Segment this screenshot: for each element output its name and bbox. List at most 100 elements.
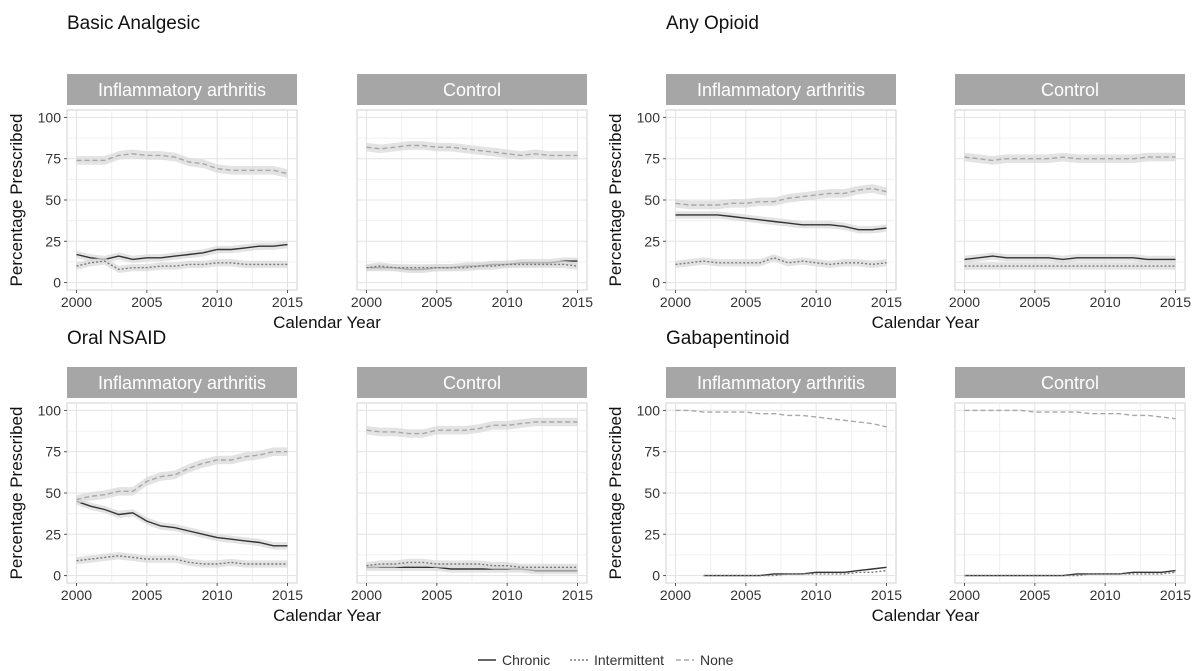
x-tick-label: 2005 [131, 294, 162, 310]
facet-strip [357, 74, 587, 105]
subfigure-oral-nsaid: Oral NSAID Inflammatory arthritis 2000 2005… [7, 328, 593, 625]
x-axis-label: Calendar Year [273, 606, 381, 625]
facet-strip [67, 367, 297, 398]
y-axis-label: Percentage Prescribed [7, 114, 26, 287]
series-line-intermittent [76, 555, 288, 565]
ci-ribbon-none [76, 447, 288, 504]
x-tick-label: 2015 [1160, 587, 1191, 603]
facet-panel: Inflammatory arthritis 2000 2005 2010 2015 0 2… [637, 74, 902, 310]
series-line-none [366, 144, 578, 157]
facet-strip-label: Inflammatory arthritis [98, 80, 266, 100]
y-tick-label: 75 [45, 151, 61, 167]
x-tick-label: 2005 [421, 587, 452, 603]
x-tick-label: 2010 [801, 294, 832, 310]
chart-title: Basic Analgesic [67, 13, 200, 34]
x-tick-label: 2010 [492, 587, 523, 603]
legend-label-none: None [700, 652, 734, 668]
ci-ribbon-none [366, 417, 578, 438]
y-tick-label: 50 [644, 485, 660, 501]
facet-panel: Control 2000 2005 2010 2015 [949, 367, 1191, 603]
x-tick-label: 2000 [61, 587, 92, 603]
chart-title: Oral NSAID [67, 328, 166, 349]
x-tick-label: 2015 [562, 294, 593, 310]
x-tick-label: 2000 [351, 294, 382, 310]
ci-ribbon-none [675, 184, 887, 210]
subfigure-gabapentinoid: Gabapentinoid Inflammatory arthritis 2000 2… [606, 328, 1191, 625]
series-line-intermittent [366, 561, 578, 568]
facet-strip [955, 367, 1185, 398]
series-line-chronic [76, 500, 288, 547]
y-tick-label: 50 [45, 192, 61, 208]
x-axis-label: Calendar Year [872, 313, 980, 332]
x-tick-label: 2005 [1019, 587, 1050, 603]
series-line-chronic [76, 243, 288, 261]
facet-panel: Control 2000 2005 2010 2015 [949, 74, 1191, 310]
facet-strip-label: Inflammatory arthritis [697, 373, 865, 393]
y-tick-label: 100 [637, 109, 661, 125]
facet-strip-label: Control [1041, 373, 1099, 393]
y-tick-label: 25 [644, 233, 660, 249]
legend: Chronic Intermittent None [478, 652, 734, 668]
legend-label-chronic: Chronic [502, 652, 550, 668]
y-tick-label: 0 [652, 275, 660, 291]
x-tick-label: 2010 [492, 294, 523, 310]
facet-panel: Control 2000 2005 2010 2015 [351, 74, 593, 310]
y-tick-label: 0 [53, 275, 61, 291]
y-tick-label: 75 [644, 151, 660, 167]
series-line-chronic [703, 566, 887, 577]
ci-ribbon-none [366, 141, 578, 160]
series-line-none [964, 156, 1176, 162]
subfigure-any-opioid: Any Opioid Inflammatory arthritis 2000 2005… [606, 13, 1191, 332]
y-tick-label: 50 [45, 485, 61, 501]
series-line-intermittent [703, 569, 887, 577]
x-tick-label: 2000 [949, 294, 980, 310]
series-line-none [76, 153, 288, 175]
facet-strip-label: Control [1041, 80, 1099, 100]
ci-ribbon-chronic [964, 252, 1176, 264]
series-line-intermittent [964, 571, 1176, 577]
ci-ribbon-chronic [76, 241, 288, 264]
series-line-chronic [675, 214, 887, 231]
y-axis-label: Percentage Prescribed [7, 407, 26, 580]
series-line-none [366, 421, 578, 435]
series-line-none [675, 187, 887, 206]
facet-strip [955, 74, 1185, 105]
chart-title: Any Opioid [666, 13, 759, 34]
y-tick-label: 100 [637, 402, 661, 418]
series-line-intermittent [366, 263, 578, 269]
facet-strip-label: Control [443, 373, 501, 393]
x-tick-label: 2000 [351, 587, 382, 603]
y-tick-label: 75 [45, 444, 61, 460]
x-tick-label: 2015 [1160, 294, 1191, 310]
x-tick-label: 2010 [202, 587, 233, 603]
facet-strip [666, 367, 896, 398]
ci-ribbon-none [964, 152, 1176, 165]
x-tick-label: 2005 [131, 587, 162, 603]
x-axis-label: Calendar Year [273, 313, 381, 332]
series-line-intermittent [76, 260, 288, 271]
y-tick-label: 100 [38, 402, 62, 418]
facet-panel: Inflammatory arthritis 2000 2005 2010 2015 0 2… [637, 367, 902, 603]
x-tick-label: 2010 [1090, 294, 1121, 310]
x-tick-label: 2005 [421, 294, 452, 310]
y-tick-label: 25 [644, 526, 660, 542]
chart-title: Gabapentinoid [666, 328, 790, 349]
ci-ribbon-intermittent [366, 260, 578, 272]
series-line-none [964, 409, 1176, 420]
x-tick-label: 2010 [202, 294, 233, 310]
x-tick-label: 2000 [660, 587, 691, 603]
facet-panel: Inflammatory arthritis 2000 2005 2010 2015 0 2… [38, 367, 303, 603]
facet-strip [357, 367, 587, 398]
facet-strip [666, 74, 896, 105]
y-tick-label: 50 [644, 192, 660, 208]
x-tick-label: 2005 [730, 294, 761, 310]
facet-strip-label: Inflammatory arthritis [697, 80, 865, 100]
x-tick-label: 2015 [562, 587, 593, 603]
x-tick-label: 2015 [272, 294, 303, 310]
y-tick-label: 0 [652, 568, 660, 584]
x-tick-label: 2000 [949, 587, 980, 603]
x-tick-label: 2000 [660, 294, 691, 310]
x-tick-label: 2005 [730, 587, 761, 603]
x-tick-label: 2005 [1019, 294, 1050, 310]
